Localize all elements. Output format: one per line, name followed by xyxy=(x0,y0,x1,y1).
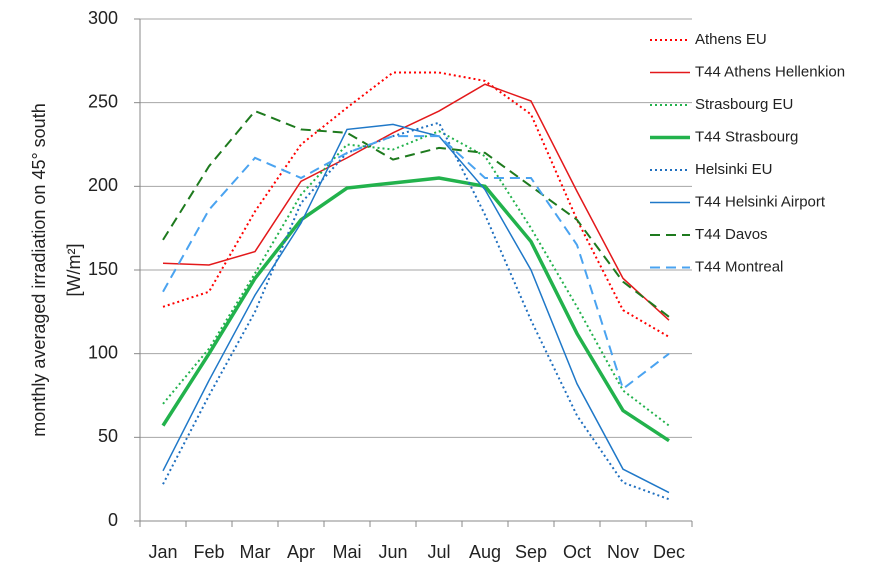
y-tick-label: 250 xyxy=(88,91,118,111)
series-line xyxy=(162,71,670,338)
series-line xyxy=(162,130,670,427)
y-tick-label: 150 xyxy=(88,259,118,279)
legend-label: T44 Helsinki Airport xyxy=(695,193,826,210)
x-tick-label: Nov xyxy=(607,542,639,562)
x-tick-label: Jan xyxy=(148,542,177,562)
x-tick-label: Mar xyxy=(240,542,271,562)
legend-label: T44 Montreal xyxy=(695,258,783,275)
legend-label: Helsinki EU xyxy=(695,161,773,178)
y-tick-label: 100 xyxy=(88,342,118,362)
y-axis-label: [W/m²] xyxy=(64,244,84,297)
x-tick-label: Oct xyxy=(563,542,591,562)
legend-label: T44 Athens Hellenkion xyxy=(695,63,845,80)
x-tick-label: Dec xyxy=(653,542,685,562)
series-line xyxy=(162,83,670,321)
series-line xyxy=(162,123,670,494)
x-tick-label: Jul xyxy=(427,542,450,562)
legend-label: T44 Strasbourg xyxy=(695,128,798,145)
x-tick-label: Apr xyxy=(287,542,315,562)
x-tick-label: Mai xyxy=(332,542,361,562)
x-tick-label: Aug xyxy=(469,542,501,562)
legend-label: Strasbourg EU xyxy=(695,96,793,113)
y-axis-label: monthly averaged irradiation on 45° sout… xyxy=(29,103,49,436)
x-tick-label: Jun xyxy=(378,542,407,562)
series-line xyxy=(162,109,670,318)
y-tick-label: 200 xyxy=(88,175,118,195)
legend: Athens EU T44 Athens Hellenkion Strasbourg… xyxy=(650,31,845,275)
legend-label: Athens EU xyxy=(695,31,767,48)
series-line xyxy=(162,135,670,391)
legend-label: T44 Davos xyxy=(695,226,768,243)
y-tick-label: 0 xyxy=(108,510,118,530)
series-line xyxy=(161,176,670,443)
y-tick-label: 50 xyxy=(98,426,118,446)
x-tick-label: Feb xyxy=(193,542,224,562)
series-line xyxy=(162,121,670,501)
x-tick-label: Sep xyxy=(515,542,547,562)
y-tick-label: 300 xyxy=(88,8,118,28)
